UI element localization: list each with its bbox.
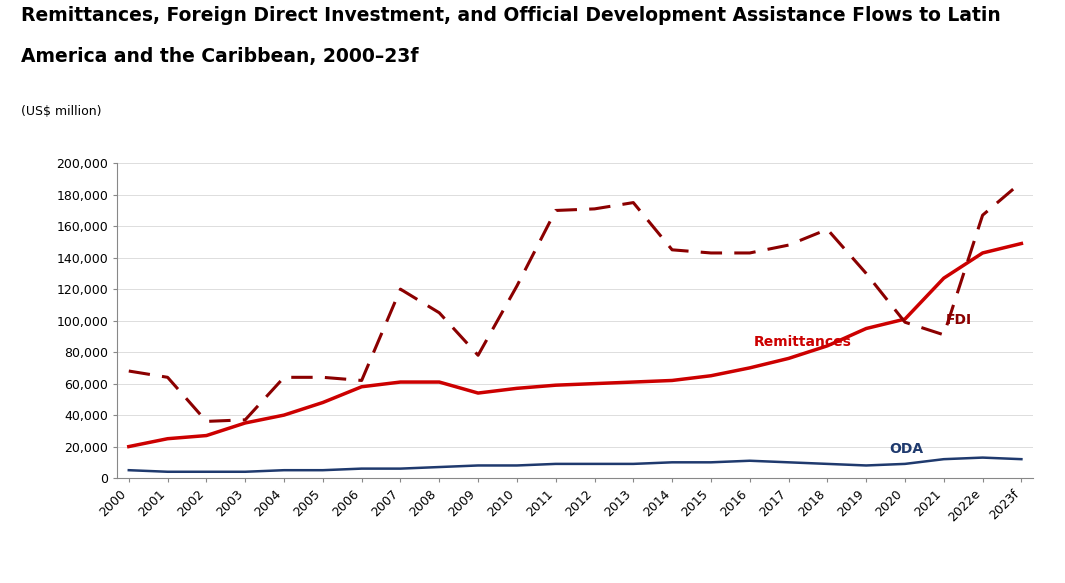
- Text: ODA: ODA: [889, 442, 923, 456]
- Text: Remittances, Foreign Direct Investment, and Official Development Assistance Flow: Remittances, Foreign Direct Investment, …: [21, 6, 1001, 25]
- Text: America and the Caribbean, 2000–23f: America and the Caribbean, 2000–23f: [21, 47, 419, 66]
- Text: FDI: FDI: [946, 313, 972, 327]
- Text: Remittances: Remittances: [754, 335, 852, 349]
- Text: (US$ million): (US$ million): [21, 105, 102, 118]
